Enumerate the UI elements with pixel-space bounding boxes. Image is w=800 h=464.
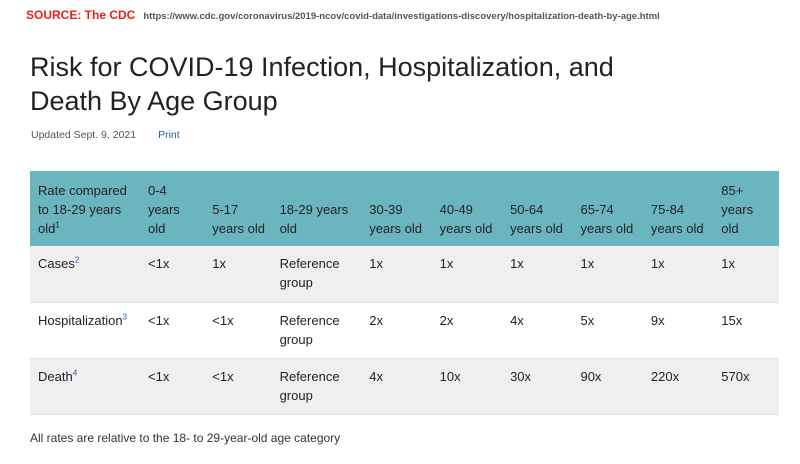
column-header: 18-29 years old	[271, 171, 362, 246]
table-cell: 1x	[204, 246, 272, 302]
source-url[interactable]: https://www.cdc.gov/coronavirus/2019-nco…	[143, 11, 660, 22]
table-footnote: All rates are relative to the 18- to 29-…	[30, 431, 341, 445]
column-header: 30-39 years old	[361, 171, 432, 246]
table-cell: Reference group	[271, 302, 362, 358]
table-cell: 9x	[642, 302, 714, 358]
table-cell: 1x	[572, 246, 643, 302]
column-header: 85+ years old	[713, 171, 779, 246]
row-label-cases: Cases2	[30, 246, 140, 302]
table-cell: 2x	[361, 302, 432, 358]
table-cell: 10x	[431, 358, 503, 414]
column-header: 5-17 years old	[204, 171, 272, 246]
table-cell: <1x	[204, 358, 272, 414]
table-cell: 1x	[713, 246, 779, 302]
source-bar: SOURCE: The CDC https://www.cdc.gov/coro…	[26, 8, 660, 22]
column-header-rate: Rate compared to 18-29 years old1	[30, 171, 140, 246]
table-row: Death4 <1x <1x Reference group 4x 10x 30…	[30, 358, 779, 414]
column-header: 65-74 years old	[572, 171, 643, 246]
table-row: Hospitalization3 <1x <1x Reference group…	[30, 302, 779, 358]
table-cell: 220x	[642, 358, 714, 414]
table-cell: 90x	[572, 358, 643, 414]
table-cell: 1x	[642, 246, 714, 302]
source-label: SOURCE: The CDC	[26, 8, 136, 22]
column-header: 50-64 years old	[502, 171, 573, 246]
table-cell: 5x	[572, 302, 643, 358]
table-header-row: Rate compared to 18-29 years old1 0-4 ye…	[30, 171, 779, 246]
table-cell: 1x	[502, 246, 573, 302]
updated-date: Updated Sept. 9, 2021	[31, 129, 137, 141]
table-cell: 15x	[713, 302, 779, 358]
table-cell: <1x	[140, 246, 205, 302]
page-title: Risk for COVID-19 Infection, Hospitaliza…	[30, 52, 614, 116]
risk-table: Rate compared to 18-29 years old1 0-4 ye…	[30, 171, 779, 415]
page-meta: Updated Sept. 9, 2021 Print	[31, 129, 180, 141]
column-header: 40-49 years old	[431, 171, 503, 246]
row-label-hospitalization: Hospitalization3	[30, 302, 140, 358]
column-header: 75-84 years old	[642, 171, 714, 246]
table-cell: 1x	[361, 246, 432, 302]
table-cell: Reference group	[271, 246, 362, 302]
print-link[interactable]: Print	[158, 129, 180, 141]
table-cell: 1x	[431, 246, 503, 302]
table-cell: 2x	[431, 302, 503, 358]
table-cell: 30x	[502, 358, 573, 414]
table-cell: 570x	[713, 358, 779, 414]
table-row: Cases2 <1x 1x Reference group 1x 1x 1x 1…	[30, 246, 779, 302]
table-cell: 4x	[361, 358, 432, 414]
table-cell: Reference group	[271, 358, 362, 414]
row-label-death: Death4	[30, 358, 140, 414]
table-cell: <1x	[140, 302, 205, 358]
column-header: 0-4 years old	[140, 171, 205, 246]
table-cell: 4x	[502, 302, 573, 358]
table-cell: <1x	[140, 358, 205, 414]
table-cell: <1x	[204, 302, 272, 358]
